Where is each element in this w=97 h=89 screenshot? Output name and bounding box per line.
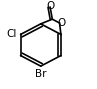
Text: Cl: Cl bbox=[7, 29, 17, 39]
Text: O: O bbox=[57, 18, 66, 28]
Text: O: O bbox=[46, 1, 54, 11]
Text: Br: Br bbox=[35, 69, 46, 79]
